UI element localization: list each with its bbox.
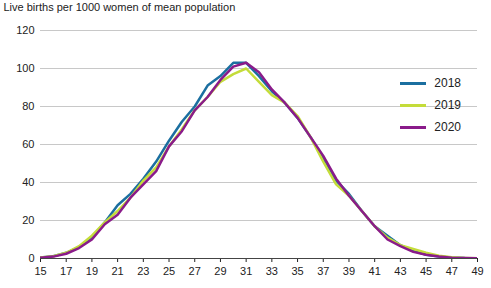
svg-text:80: 80 — [22, 100, 34, 112]
svg-text:31: 31 — [240, 265, 252, 277]
html-text:2020: 2020 — [434, 120, 461, 134]
svg-text:100: 100 — [16, 62, 34, 74]
svg-text:120: 120 — [16, 24, 34, 36]
svg-text:29: 29 — [214, 265, 226, 277]
svg-text:19: 19 — [86, 265, 98, 277]
svg-text:39: 39 — [343, 265, 355, 277]
svg-text:49: 49 — [471, 265, 483, 277]
svg-text:25: 25 — [163, 265, 175, 277]
svg-text:35: 35 — [291, 265, 303, 277]
svg-text:20: 20 — [22, 214, 34, 226]
html-text:2019: 2019 — [434, 98, 461, 112]
html-text:2018: 2018 — [434, 76, 461, 90]
svg-text:23: 23 — [137, 265, 149, 277]
svg-text:45: 45 — [420, 265, 432, 277]
svg-text:60: 60 — [22, 138, 34, 150]
svg-text:Live births per 1000 women of: Live births per 1000 women of mean popul… — [4, 1, 236, 13]
svg-text:37: 37 — [317, 265, 329, 277]
svg-text:0: 0 — [28, 252, 34, 264]
svg-text:33: 33 — [266, 265, 278, 277]
svg-text:21: 21 — [111, 265, 123, 277]
svg-text:47: 47 — [446, 265, 458, 277]
svg-text:40: 40 — [22, 176, 34, 188]
svg-text:27: 27 — [189, 265, 201, 277]
svg-text:15: 15 — [34, 265, 46, 277]
svg-text:41: 41 — [369, 265, 381, 277]
svg-text:17: 17 — [60, 265, 72, 277]
svg-text:43: 43 — [394, 265, 406, 277]
